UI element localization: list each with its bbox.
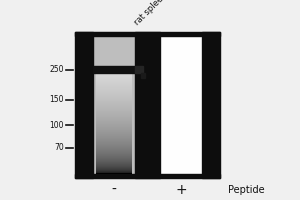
Text: 150: 150 (50, 96, 64, 104)
Bar (93, 32, 135, 178)
Bar (162, 36, 200, 174)
Bar (75, 174, 220, 178)
Bar (75, 32, 220, 36)
Bar (160, 32, 202, 178)
Text: 70: 70 (54, 144, 64, 152)
Bar (93, 66, 135, 73)
Text: rat spleen: rat spleen (133, 0, 169, 27)
Bar (202, 32, 220, 178)
Bar (135, 66, 143, 73)
Text: 250: 250 (50, 66, 64, 74)
Text: -: - (112, 183, 116, 197)
Bar (141, 73, 145, 78)
Text: 100: 100 (50, 120, 64, 130)
Bar (135, 32, 160, 178)
Text: Peptide: Peptide (228, 185, 265, 195)
Bar (75, 32, 93, 178)
Text: +: + (175, 183, 187, 197)
